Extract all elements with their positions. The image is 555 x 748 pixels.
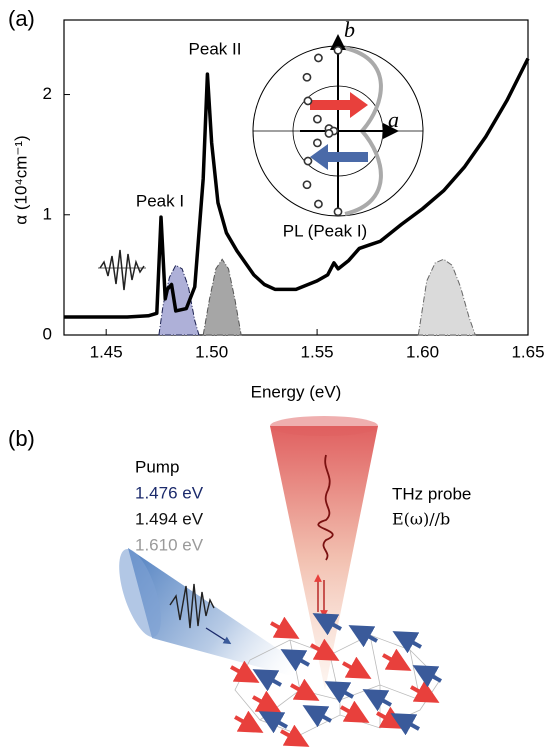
- polar-axis-label: a: [388, 107, 399, 132]
- spin-arrow-blue: [310, 144, 368, 170]
- thz-waveform: [317, 454, 334, 561]
- y-tick-label: 1: [43, 204, 52, 223]
- spin-blue: [312, 613, 342, 636]
- pump-energy: 1.476 eV: [135, 483, 204, 502]
- spin-red: [270, 616, 300, 639]
- pump-wavepacket: [169, 583, 215, 629]
- pl-point: [303, 96, 313, 106]
- spin-blue: [390, 713, 420, 736]
- y-tick-label: 0: [43, 324, 52, 343]
- x-tick-label: 1.45: [90, 342, 123, 361]
- annotation: Peak II: [189, 39, 242, 58]
- y-axis-label: α (10⁴cm⁻¹): [11, 135, 30, 224]
- pl-point: [312, 114, 322, 124]
- probe-polarization: E(ω)//b: [392, 510, 450, 529]
- spin-blue: [258, 711, 288, 734]
- spin-red: [410, 680, 440, 703]
- plot-frame: [63, 19, 529, 336]
- probe-beam: [270, 426, 378, 690]
- polar-axis-label: b: [344, 17, 355, 42]
- y-tick-label: 2: [43, 84, 52, 103]
- pump-energy: 1.610 eV: [135, 535, 204, 554]
- spin-red: [310, 638, 340, 661]
- annotation: Peak I: [136, 191, 184, 210]
- spin-blue: [280, 649, 310, 672]
- spin-red: [230, 660, 260, 683]
- annotation: PL (Peak I): [283, 221, 367, 240]
- pl-point: [312, 138, 322, 148]
- spin-blue: [324, 681, 354, 704]
- pump-direction: [205, 627, 232, 645]
- pl-point: [302, 72, 312, 82]
- spin-blue: [348, 625, 378, 648]
- spin-blue: [362, 689, 392, 712]
- probe-beam-end: [270, 416, 378, 436]
- spin-red: [290, 678, 320, 701]
- spin-blue: [412, 665, 442, 688]
- probe-label: THz probe: [392, 484, 471, 503]
- pump-energy: 1.494 eV: [135, 509, 204, 528]
- wavepacket-icon: [98, 249, 146, 291]
- pl-point: [324, 129, 334, 138]
- panel-label: (a): [8, 6, 35, 31]
- spin-arrow-red: [310, 92, 368, 118]
- spin-red: [382, 648, 412, 671]
- panel-label: (b): [8, 426, 35, 451]
- pl-point: [314, 199, 323, 209]
- pump-spectrum: [417, 258, 476, 336]
- absorption-line: [64, 57, 530, 319]
- pl-point: [333, 207, 343, 217]
- plot-area: 1.45 1.50 1.55 1.60 1.65 0 1 2 Energy (eV) α (10⁴…: [11, 39, 544, 401]
- pump-spectrum: [158, 264, 200, 336]
- spin-red: [252, 690, 282, 713]
- spin-blue: [252, 669, 282, 692]
- pl-point: [303, 156, 313, 166]
- x-axis-label: Energy (eV): [251, 382, 342, 401]
- polar-inset: b a: [252, 17, 424, 217]
- spin-red: [340, 700, 370, 723]
- x-tick-label: 1.60: [406, 342, 439, 361]
- spin-red: [342, 656, 372, 679]
- pl-point: [314, 53, 323, 63]
- pl-point: [333, 45, 343, 55]
- x-tick-label: 1.55: [301, 342, 334, 361]
- spin-red: [234, 710, 264, 733]
- pl-point: [302, 180, 312, 190]
- diagram: Pump THz probe E(ω)//b 1.476 eV 1.494 eV 1…: [119, 416, 471, 747]
- x-tick-label: 1.65: [511, 342, 544, 361]
- x-tick-label: 1.50: [195, 342, 228, 361]
- spin-blue: [392, 631, 422, 654]
- spin-blue: [302, 705, 332, 728]
- pump-spectrum: [202, 258, 242, 336]
- spin-red: [280, 724, 310, 747]
- pump-label: Pump: [135, 457, 179, 476]
- pump-beam-end: [119, 548, 161, 638]
